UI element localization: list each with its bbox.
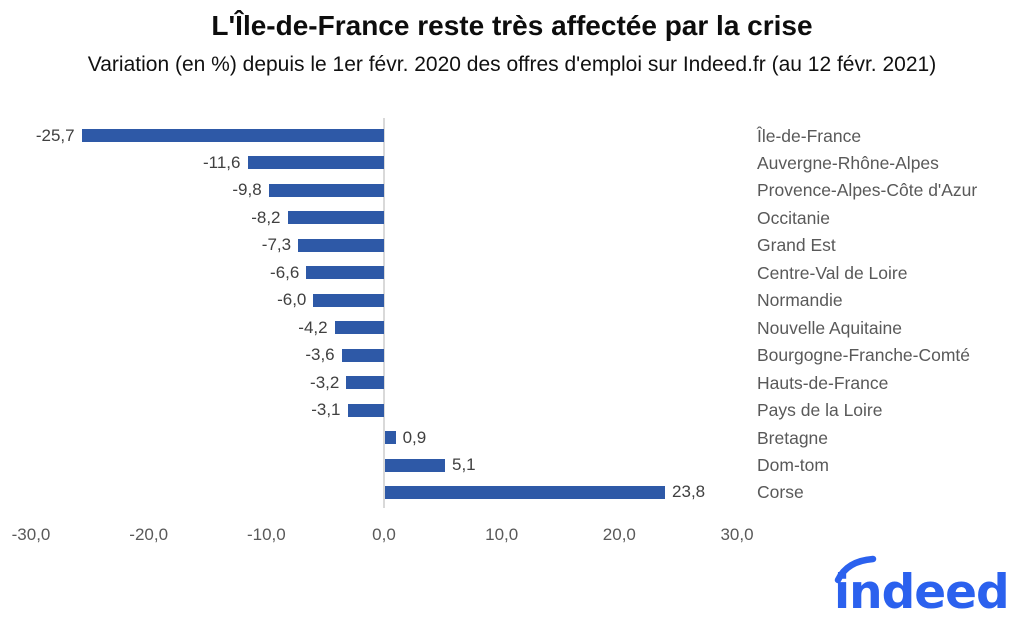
x-tick-label: -30,0: [11, 525, 51, 544]
bar-value-label: -4,2: [298, 317, 328, 337]
bar-value-label: -11,6: [203, 152, 241, 172]
x-tick-label: -20,0: [129, 525, 169, 544]
x-tick-label: -10,0: [246, 525, 286, 544]
region-label: Pays de la Loire: [757, 400, 883, 421]
bar: [268, 183, 384, 197]
bar: [81, 129, 384, 142]
bar-value-label: -6,6: [270, 262, 300, 282]
bar: [346, 376, 384, 390]
bar-value-label: 0,9: [402, 427, 427, 447]
bar-value-label: -9,8: [232, 180, 262, 200]
region-label: Provence-Alpes-Côte d'Azur: [757, 180, 978, 201]
bar-value-label: -25,7: [35, 125, 75, 145]
bar: [385, 458, 445, 472]
bar: [298, 238, 384, 252]
bar-value-label: -3,2: [310, 372, 340, 392]
region-label: Bretagne: [757, 427, 829, 448]
region-label: Dom-tom: [757, 455, 829, 476]
logo-swoosh-icon: [834, 555, 877, 584]
region-label: Centre-Val de Loire: [757, 262, 908, 283]
region-label: Grand Est: [757, 235, 836, 256]
bar: [385, 485, 666, 499]
bar: [313, 293, 384, 307]
logo-text: indeed: [834, 565, 1009, 616]
bar: [347, 403, 384, 417]
region-label: Corse: [757, 482, 804, 503]
x-tick-label: 20,0: [602, 525, 636, 544]
region-label: Hauts-de-France: [757, 372, 889, 393]
x-tick-label: 30,0: [720, 525, 754, 544]
zero-axis-line: [383, 118, 385, 508]
bar: [306, 266, 384, 280]
bar-value-label: 23,8: [672, 482, 706, 502]
bar-value-label: -7,3: [261, 235, 292, 255]
bar: [334, 321, 384, 335]
bar: [385, 431, 396, 445]
bar-chart: -25,7 Île-de-France -11,6 Auvergne-Rhône-Al…: [0, 110, 1024, 570]
indeed-logo: indeed: [828, 554, 1020, 619]
region-label: Occitanie: [757, 207, 830, 228]
bar: [287, 211, 384, 225]
bar-value-label: -3,1: [311, 400, 341, 420]
indeed-logo-graphic: indeed: [834, 555, 1010, 619]
region-label: Île-de-France: [757, 125, 862, 146]
x-tick-label: 0,0: [372, 525, 396, 544]
bar-value-label: 5,1: [452, 455, 476, 475]
chart-subtitle: Variation (en %) depuis le 1er févr. 202…: [87, 53, 937, 76]
region-label: Auvergne-Rhône-Alpes: [757, 152, 939, 173]
bar: [341, 348, 384, 362]
bar-value-label: -3,6: [305, 345, 335, 365]
bar-value-label: -8,2: [251, 207, 281, 227]
bar: [247, 156, 384, 170]
region-label: Normandie: [757, 290, 843, 311]
region-label: Nouvelle Aquitaine: [757, 317, 902, 338]
x-tick-label: 10,0: [485, 525, 519, 544]
bar-value-label: -6,0: [277, 290, 307, 310]
region-label: Bourgogne-Franche-Comté: [757, 345, 971, 366]
chart-title: L'Île-de-France reste très affectée par …: [211, 10, 813, 41]
